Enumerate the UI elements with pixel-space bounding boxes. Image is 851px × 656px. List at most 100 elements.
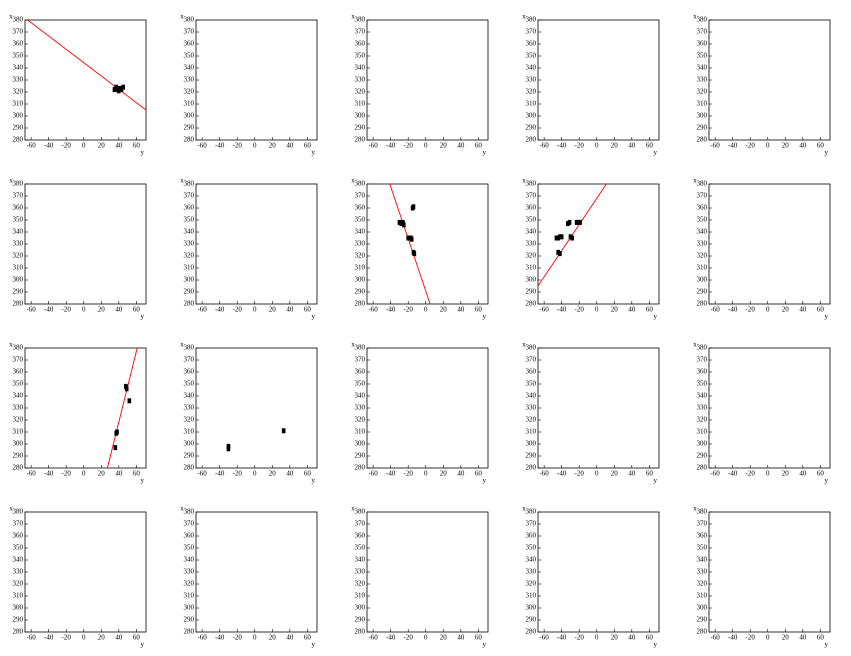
y-axis-title: x [9, 505, 13, 513]
y-tick-label: 300 [184, 440, 195, 448]
x-tick-label: 0 [82, 142, 86, 150]
y-tick-label: 320 [697, 580, 708, 588]
y-tick-label: 380 [697, 508, 708, 516]
y-tick-label: 380 [355, 16, 366, 24]
x-axis-title: y [312, 477, 316, 485]
y-tick-label: 350 [697, 544, 708, 552]
data-point [114, 430, 118, 436]
fit-line [106, 348, 138, 468]
y-axis-title: x [693, 341, 697, 349]
x-tick-label: 0 [766, 142, 770, 150]
x-tick-label: -60 [710, 634, 720, 642]
y-tick-label: 310 [184, 592, 195, 600]
y-tick-label: 380 [697, 16, 708, 24]
x-tick-label: -20 [575, 470, 585, 478]
y-axis-title: x [180, 505, 184, 513]
data-point [281, 428, 286, 434]
data-point [412, 251, 417, 257]
x-tick-label: 20 [98, 634, 106, 642]
x-axis-title: y [654, 313, 658, 321]
y-tick-label: 330 [697, 568, 708, 576]
x-tick-label: 40 [286, 142, 294, 150]
fit-line [27, 20, 146, 111]
x-axis-title: y [825, 641, 829, 649]
y-tick-label: 280 [697, 136, 708, 144]
y-tick-label: 340 [526, 392, 537, 400]
x-tick-label: -40 [557, 142, 567, 150]
x-tick-label: -20 [62, 634, 72, 642]
y-tick-label: 290 [526, 452, 537, 460]
y-tick-label: 310 [355, 264, 366, 272]
data-point [226, 443, 231, 449]
y-tick-label: 340 [697, 392, 708, 400]
y-tick-label: 330 [13, 76, 24, 84]
y-tick-label: 330 [697, 76, 708, 84]
data-point [402, 222, 406, 228]
y-tick-label: 300 [13, 604, 24, 612]
y-tick-label: 280 [184, 464, 195, 472]
y-axis-title: x [522, 341, 526, 349]
x-tick-label: 20 [440, 634, 448, 642]
x-tick-label: 20 [98, 306, 106, 314]
y-tick-label: 330 [526, 568, 537, 576]
y-tick-label: 320 [526, 88, 537, 96]
y-tick-label: 340 [13, 556, 24, 564]
x-tick-label: 60 [304, 634, 312, 642]
x-tick-label: -20 [233, 470, 243, 478]
y-tick-label: 370 [355, 356, 366, 364]
x-tick-label: 0 [82, 470, 86, 478]
x-tick-label: -40 [728, 142, 738, 150]
x-tick-label: 60 [475, 142, 483, 150]
y-tick-label: 360 [526, 204, 537, 212]
y-tick-label: 380 [184, 180, 195, 188]
x-tick-label: 40 [115, 306, 123, 314]
x-tick-label: 60 [646, 142, 654, 150]
y-tick-label: 280 [184, 136, 195, 144]
y-tick-label: 340 [184, 392, 195, 400]
y-tick-label: 290 [697, 124, 708, 132]
y-tick-label: 310 [355, 100, 366, 108]
y-tick-label: 330 [526, 404, 537, 412]
y-tick-label: 330 [697, 240, 708, 248]
y-tick-label: 340 [355, 392, 366, 400]
y-axis-title: x [351, 13, 355, 21]
y-axis-title: x [522, 505, 526, 513]
y-tick-label: 320 [355, 416, 366, 424]
x-tick-label: 40 [286, 470, 294, 478]
y-tick-label: 360 [13, 40, 24, 48]
y-tick-label: 360 [526, 532, 537, 540]
x-tick-label: 20 [440, 142, 448, 150]
y-tick-label: 320 [13, 580, 24, 588]
x-tick-label: -20 [62, 142, 72, 150]
data-point [559, 234, 564, 240]
x-tick-label: -20 [404, 142, 414, 150]
y-tick-label: 280 [697, 300, 708, 308]
y-tick-label: 280 [13, 136, 24, 144]
y-tick-label: 380 [13, 508, 24, 516]
y-tick-label: 290 [355, 288, 366, 296]
y-tick-label: 360 [13, 532, 24, 540]
x-tick-label: 60 [304, 306, 312, 314]
x-tick-label: 20 [269, 142, 277, 150]
y-tick-label: 290 [13, 616, 24, 624]
y-tick-label: 380 [526, 508, 537, 516]
y-tick-label: 380 [697, 344, 708, 352]
y-tick-label: 360 [355, 532, 366, 540]
x-tick-label: -40 [44, 470, 54, 478]
x-tick-label: -40 [557, 470, 567, 478]
y-tick-label: 310 [13, 100, 24, 108]
x-tick-label: -60 [368, 306, 378, 314]
y-tick-label: 310 [13, 428, 24, 436]
y-tick-label: 330 [184, 568, 195, 576]
y-tick-label: 290 [355, 124, 366, 132]
y-tick-label: 280 [526, 300, 537, 308]
x-tick-label: -20 [62, 306, 72, 314]
x-tick-label: 20 [440, 306, 448, 314]
x-tick-label: 40 [628, 634, 636, 642]
x-tick-label: -40 [215, 634, 225, 642]
y-tick-label: 330 [526, 76, 537, 84]
y-tick-label: 310 [526, 428, 537, 436]
